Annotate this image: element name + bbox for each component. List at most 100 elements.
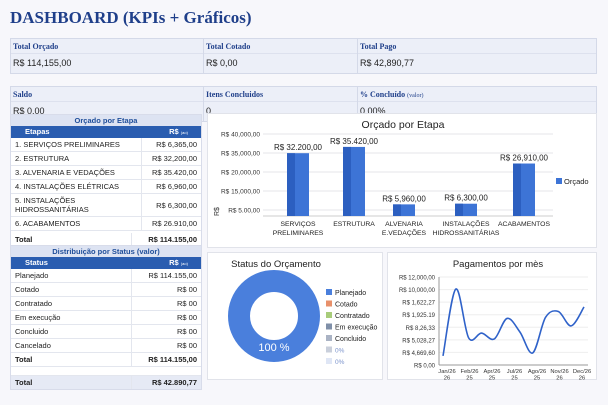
y-tick-label: R$ 20,000,00	[221, 170, 260, 177]
row-value: R$ 32,200,00	[141, 152, 201, 165]
y-tick-label: R$ 5,028,27	[402, 338, 435, 344]
row-value: R$ 00	[131, 339, 201, 352]
table-title: Distribuição por Status (valor)	[11, 246, 201, 257]
kpi-label: % Concluído (valor)	[358, 87, 596, 102]
row-value: R$ 35.420,00	[141, 166, 201, 179]
bar-chart-panel: Orçado por Etapa R$ 40,000,00 R$ 35,000,00…	[207, 113, 597, 248]
y-tick-label: R$ 40,000,00	[221, 132, 260, 139]
bar-shade	[455, 203, 463, 216]
data-label: R$ 35.420,00	[330, 137, 379, 146]
total-label: Total	[15, 235, 33, 245]
table-row: Cancelado R$ 00	[11, 339, 201, 353]
x-tick-label: SERVIÇOS PRELIMINARES	[273, 221, 324, 237]
table-row: 4. INSTALAÇÕES ELÉTRICAS R$ 6,960,00	[11, 180, 201, 194]
kpi-value: R$ 42,890,77	[360, 58, 415, 68]
x-tick-label: Nov/26 26	[550, 369, 568, 381]
row-value: R$ 00	[131, 283, 201, 296]
x-tick-label: ACABAMENTOS	[498, 221, 550, 228]
x-tick-label: Feb/26 25	[460, 369, 478, 381]
kpi-value: R$ 0,00	[206, 58, 238, 68]
row-label: 5. INSTALAÇÕES HIDROSSANITÁRIAS	[15, 196, 89, 214]
legend-swatch	[556, 178, 562, 184]
table-row: 5. INSTALAÇÕES HIDROSSANITÁRIAS R$ 6,300,…	[11, 194, 201, 217]
row-label: Planejado	[15, 271, 49, 280]
y-tick-label: R$ 10,000,00	[399, 288, 436, 294]
bar-shade	[393, 204, 401, 216]
chart-title: Status do Orçamento	[231, 259, 321, 270]
y-tick-label: R$ 8,26,33	[406, 326, 436, 332]
legend-swatch	[326, 323, 332, 330]
legend-swatch	[326, 335, 332, 341]
table-header: Status R$ (ao)	[11, 257, 201, 269]
kpi-value: 0	[206, 106, 212, 116]
data-label: R$ 5,960,00	[382, 194, 426, 203]
kpi-label: Itens Concluidos	[204, 87, 357, 102]
orcado-por-etapa-table: Orçado por Etapa Etapas R$ (ao) 1. SERVIÇ…	[10, 114, 202, 248]
kpi-label-suffix: (valor)	[407, 93, 424, 99]
total-value: R$ 42.890,77	[131, 376, 201, 390]
x-tick-label: Jul/26 25	[507, 369, 522, 381]
row-value: R$ 00	[131, 311, 201, 324]
kpi-label: Saldo	[11, 87, 203, 102]
page-title: DASHBOARD (KPIs + Gráficos)	[10, 8, 252, 27]
legend-label: Em execução	[335, 325, 378, 332]
data-label: R$ 32.200,00	[274, 143, 323, 152]
bar-chart: Orçado por Etapa R$ 40,000,00 R$ 35,000,00…	[214, 119, 589, 237]
donut-chart: Status do Orçamento 100 % Planejado Cotado C…	[228, 259, 378, 366]
row-label: Concluido	[15, 327, 49, 336]
col-label: R$	[169, 127, 179, 136]
kpi-value: 0,00%	[360, 106, 386, 116]
y-tick-label: R$ 4,669,60	[402, 351, 435, 357]
kpi-row-1: Total Orçado R$ 114,155,00 Total Cotado R$…	[10, 38, 597, 74]
chart-title: Pagamentos por mès	[453, 259, 544, 270]
table-row: Contratado R$ 00	[11, 297, 201, 311]
row-label: 2. ESTRUTURA	[15, 154, 70, 163]
total-paid-row: Total R$ 42.890,77	[11, 376, 201, 390]
legend-label: Concluido	[335, 336, 366, 343]
table-header: Etapas R$ (ao)	[11, 126, 201, 138]
kpi-value: R$ 0,00	[13, 106, 45, 116]
legend-label: 0%	[335, 359, 345, 366]
legend-label: 0%	[335, 348, 345, 355]
kpi-label-text: % Concluído	[360, 90, 406, 99]
table-row: 6. ACABAMENTOS R$ 26.910,00	[11, 217, 201, 231]
kpi-saldo: Saldo R$ 0,00	[11, 87, 204, 121]
table-row: 3. ALVENARIA E VEDAÇÕES R$ 35.420,00	[11, 166, 201, 180]
data-label: R$ 26,910,00	[500, 154, 549, 163]
total-label: Total	[15, 355, 33, 364]
bar	[393, 204, 415, 216]
kpi-total-pago: Total Pago R$ 42,890,77	[358, 39, 596, 73]
center-label: 100 %	[258, 342, 289, 354]
bar-shade	[343, 146, 351, 216]
row-value: R$ 114.155,00	[131, 269, 201, 282]
x-tick-label: Jan/26 26	[438, 369, 455, 381]
row-label: 4. INSTALAÇÕES ELÉTRICAS	[15, 182, 120, 191]
line-chart: Pagamentos por mès R$ 12,000,00 R$ 10,000,…	[399, 259, 591, 382]
y-tick-label: R$ 35,000,00	[221, 151, 260, 158]
row-label: 3. ALVENARIA E VEDAÇÕES	[15, 168, 115, 177]
col-suffix: (ao)	[180, 261, 188, 266]
row-label: Cancelado	[15, 341, 51, 350]
donut-slice-planejado	[228, 270, 320, 362]
kpi-label: Total Pago	[358, 39, 596, 54]
row-label: 1. SERVIÇOS PRELIMINARES	[15, 140, 120, 149]
row-value: R$ 26.910,00	[141, 217, 201, 230]
chart-title: Orçado por Etapa	[362, 119, 445, 131]
total-value: R$ 114.155,00	[131, 233, 201, 247]
table-row: Cotado R$ 00	[11, 283, 201, 297]
total-value: R$ 114.155,00	[131, 353, 201, 366]
y-tick-label: R$ 1,925.19	[402, 313, 435, 319]
row-value: R$ 6,365,00	[141, 138, 201, 151]
kpi-total-cotado: Total Cotado R$ 0,00	[204, 39, 358, 73]
y-tick-label: R$ 0,00	[414, 364, 436, 370]
legend-label: Orçado	[564, 177, 589, 186]
data-label: R$ 6,300,00	[444, 194, 488, 203]
column-header: Status	[25, 258, 48, 267]
row-value: R$ 6,300,00	[141, 194, 201, 216]
kpi-label: Total Cotado	[204, 39, 357, 54]
legend-swatch	[326, 300, 332, 307]
table-row: Em execução R$ 00	[11, 311, 201, 325]
col-suffix: (ao)	[180, 130, 188, 135]
series-line	[442, 288, 585, 357]
row-label: 6. ACABAMENTOS	[15, 219, 81, 228]
